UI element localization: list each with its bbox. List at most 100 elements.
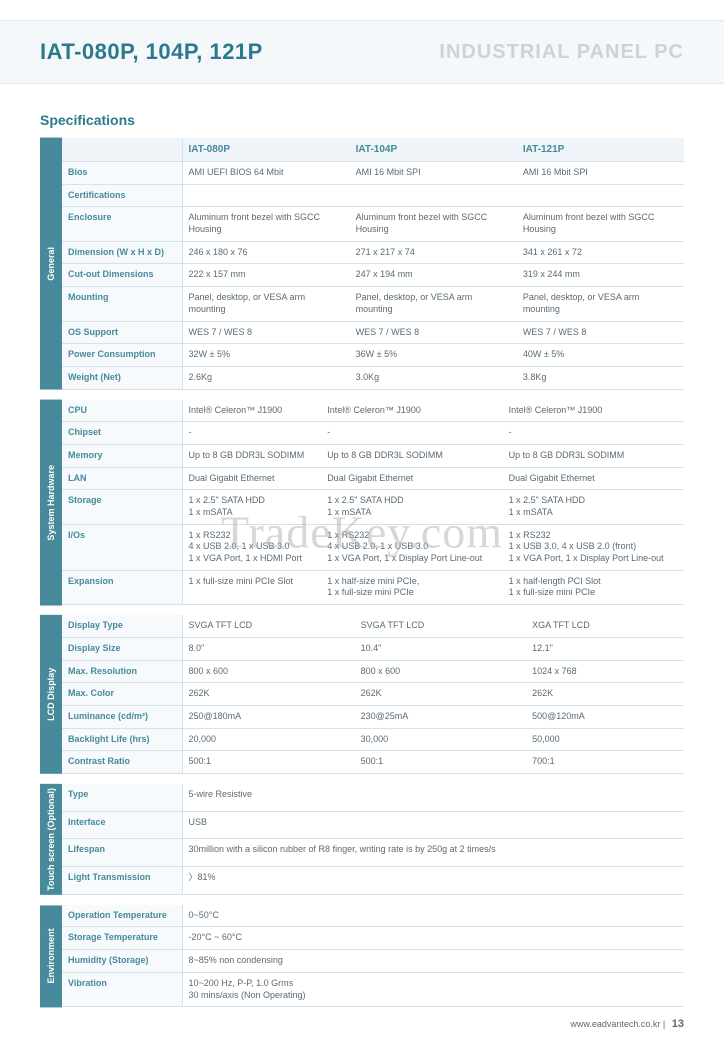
table-row: Type5-wire Resistive bbox=[62, 784, 684, 811]
cell: AMI UEFI BIOS 64 Mbit bbox=[182, 162, 350, 185]
cell: - bbox=[321, 422, 502, 445]
row-label: Enclosure bbox=[62, 207, 182, 241]
cell: 40W ± 5% bbox=[517, 344, 684, 367]
row-label: Bios bbox=[62, 162, 182, 185]
table-row: Storage Temperature-20°C ~ 60°C bbox=[62, 927, 684, 950]
page-subtitle: INDUSTRIAL PANEL PC bbox=[439, 41, 684, 64]
table-row: InterfaceUSB bbox=[62, 811, 684, 839]
cell: 319 x 244 mm bbox=[517, 264, 684, 287]
cell: WES 7 / WES 8 bbox=[182, 321, 350, 344]
cell: XGA TFT LCD bbox=[526, 615, 684, 637]
spec-table: CPUIntel® Celeron™ J1900Intel® Celeron™ … bbox=[62, 400, 684, 606]
table-row: Chipset--- bbox=[62, 422, 684, 445]
footer: www.eadvantech.co.kr | 13 bbox=[570, 1018, 684, 1030]
cell: Up to 8 GB DDR3L SODIMM bbox=[503, 444, 684, 467]
row-label: Light Transmission bbox=[62, 867, 182, 895]
cell: - bbox=[182, 422, 321, 445]
merged-cell: 8~85% non condensing bbox=[182, 950, 684, 973]
table-row: Weight (Net)2.6Kg3.0Kg3.8Kg bbox=[62, 366, 684, 389]
column-header: IAT-121P bbox=[517, 138, 684, 162]
row-label: Expansion bbox=[62, 570, 182, 604]
cell: Panel, desktop, or VESA arm mounting bbox=[517, 287, 684, 321]
cell: Aluminum front bezel with SGCC Housing bbox=[517, 207, 684, 241]
spec-section: LCD DisplayDisplay TypeSVGA TFT LCDSVGA … bbox=[40, 615, 684, 774]
table-row: Operation Temperature0~50°C bbox=[62, 905, 684, 927]
table-row: Max. Resolution800 x 600800 x 6001024 x … bbox=[62, 660, 684, 683]
cell: 262K bbox=[355, 683, 526, 706]
section-label: Touch screen (Optional) bbox=[40, 784, 62, 895]
cell: 1 x RS232 4 x USB 2.0, 1 x USB 3.0 1 x V… bbox=[321, 524, 502, 570]
spec-section: GeneralIAT-080PIAT-104PIAT-121PBiosAMI U… bbox=[40, 138, 684, 390]
row-label: Type bbox=[62, 784, 182, 811]
cell: 1 x RS232 1 x USB 3.0, 4 x USB 2.0 (fron… bbox=[503, 524, 684, 570]
column-header: IAT-104P bbox=[350, 138, 517, 162]
table-row: Vibration10~200 Hz, P-P, 1.0 Grms 30 min… bbox=[62, 972, 684, 1006]
spec-section: EnvironmentOperation Temperature0~50°CSt… bbox=[40, 905, 684, 1007]
cell: 262K bbox=[526, 683, 684, 706]
cell: AMI 16 Mbit SPI bbox=[517, 162, 684, 185]
cell: 1 x 2.5" SATA HDD 1 x mSATA bbox=[503, 490, 684, 524]
row-label: Interface bbox=[62, 811, 182, 839]
footer-page: 13 bbox=[672, 1018, 684, 1030]
merged-cell: 10~200 Hz, P-P, 1.0 Grms 30 mins/axis (N… bbox=[182, 972, 684, 1006]
table-row: Expansion1 x full-size mini PCIe Slot1 x… bbox=[62, 570, 684, 604]
cell: Dual Gigabit Ethernet bbox=[321, 467, 502, 490]
spec-table: IAT-080PIAT-104PIAT-121PBiosAMI UEFI BIO… bbox=[62, 138, 684, 390]
row-label: Weight (Net) bbox=[62, 366, 182, 389]
cell: 1 x half-size mini PCIe, 1 x full-size m… bbox=[321, 570, 502, 604]
row-label: Display Size bbox=[62, 637, 182, 660]
table-row: I/Os1 x RS232 4 x USB 2.0, 1 x USB 3.0 1… bbox=[62, 524, 684, 570]
cell: 500:1 bbox=[355, 751, 526, 774]
cell: Panel, desktop, or VESA arm mounting bbox=[350, 287, 517, 321]
table-row: LANDual Gigabit EthernetDual Gigabit Eth… bbox=[62, 467, 684, 490]
row-label: Humidity (Storage) bbox=[62, 950, 182, 973]
table-row: BiosAMI UEFI BIOS 64 Mbit AMI 16 Mbit SPI… bbox=[62, 162, 684, 185]
cell: 246 x 180 x 76 bbox=[182, 241, 350, 264]
table-row: Power Consumption32W ± 5%36W ± 5%40W ± 5… bbox=[62, 344, 684, 367]
spec-table: Type5-wire ResistiveInterfaceUSBLifespan… bbox=[62, 784, 684, 895]
row-label: Max. Color bbox=[62, 683, 182, 706]
table-row: Backlight Life (hrs)20,00030,00050,000 bbox=[62, 728, 684, 751]
row-label: Dimension (W x H x D) bbox=[62, 241, 182, 264]
cell: SVGA TFT LCD bbox=[182, 615, 355, 637]
table-row: Dimension (W x H x D)246 x 180 x 76271 x… bbox=[62, 241, 684, 264]
title-banner: IAT-080P, 104P, 121P INDUSTRIAL PANEL PC bbox=[0, 20, 724, 84]
cell: 271 x 217 x 74 bbox=[350, 241, 517, 264]
row-label: Lifespan bbox=[62, 839, 182, 867]
cell: Dual Gigabit Ethernet bbox=[182, 467, 321, 490]
row-label: Storage Temperature bbox=[62, 927, 182, 950]
cell: 32W ± 5% bbox=[182, 344, 350, 367]
table-row: Storage1 x 2.5" SATA HDD 1 x mSATA1 x 2.… bbox=[62, 490, 684, 524]
table-row: OS SupportWES 7 / WES 8WES 7 / WES 8WES … bbox=[62, 321, 684, 344]
row-label: Max. Resolution bbox=[62, 660, 182, 683]
cell: 700:1 bbox=[526, 751, 684, 774]
section-label: Environment bbox=[40, 905, 62, 1007]
row-label: Memory bbox=[62, 444, 182, 467]
row-label: Backlight Life (hrs) bbox=[62, 728, 182, 751]
cell: 30,000 bbox=[355, 728, 526, 751]
table-row: Contrast Ratio500:1500:1700:1 bbox=[62, 751, 684, 774]
cell: Aluminum front bezel with SGCC Housing bbox=[182, 207, 350, 241]
merged-cell: USB bbox=[182, 811, 684, 839]
row-label: Cut-out Dimensions bbox=[62, 264, 182, 287]
row-label: Luminance (cd/m²) bbox=[62, 705, 182, 728]
cell: 3.8Kg bbox=[517, 366, 684, 389]
row-label: Display Type bbox=[62, 615, 182, 637]
page-title: IAT-080P, 104P, 121P bbox=[40, 39, 263, 65]
cell: 12.1" bbox=[526, 637, 684, 660]
cell: 1 x half-length PCI Slot 1 x full-size m… bbox=[503, 570, 684, 604]
row-label: Contrast Ratio bbox=[62, 751, 182, 774]
table-row: MemoryUp to 8 GB DDR3L SODIMMUp to 8 GB … bbox=[62, 444, 684, 467]
cell: 230@25mA bbox=[355, 705, 526, 728]
cell: Intel® Celeron™ J1900 bbox=[321, 400, 502, 422]
cell: 20,000 bbox=[182, 728, 355, 751]
cell: 500@120mA bbox=[526, 705, 684, 728]
cell: Aluminum front bezel with SGCC Housing bbox=[350, 207, 517, 241]
row-label: Certifications bbox=[62, 184, 182, 207]
spec-container: GeneralIAT-080PIAT-104PIAT-121PBiosAMI U… bbox=[40, 138, 684, 1007]
table-row: CPUIntel® Celeron™ J1900Intel® Celeron™ … bbox=[62, 400, 684, 422]
row-label: LAN bbox=[62, 467, 182, 490]
cell: 250@180mA bbox=[182, 705, 355, 728]
row-label: Mounting bbox=[62, 287, 182, 321]
section-label: General bbox=[40, 138, 62, 390]
